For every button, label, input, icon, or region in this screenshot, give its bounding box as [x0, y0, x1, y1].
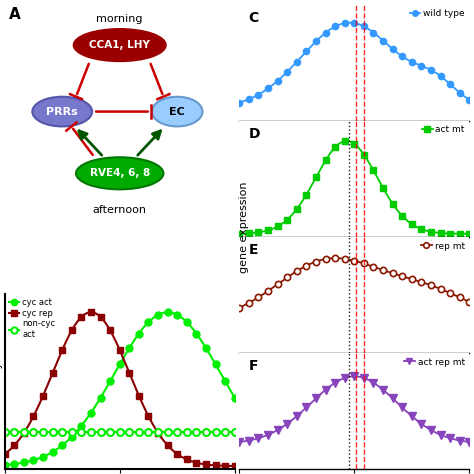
- Text: EC: EC: [169, 107, 185, 117]
- Legend: rep mt: rep mt: [421, 242, 465, 251]
- Ellipse shape: [32, 97, 92, 127]
- Ellipse shape: [74, 29, 166, 61]
- Legend: wild type: wild type: [410, 9, 465, 18]
- Legend: cyc act, cyc rep, non-cyc
act: cyc act, cyc rep, non-cyc act: [9, 298, 55, 339]
- Text: gene expression: gene expression: [239, 182, 249, 273]
- Text: C: C: [248, 10, 259, 25]
- Text: morning: morning: [97, 14, 143, 24]
- Text: F: F: [248, 359, 258, 373]
- Text: PRRs: PRRs: [46, 107, 78, 117]
- Text: E: E: [248, 243, 258, 257]
- Y-axis label: activity: activity: [0, 361, 2, 402]
- Text: afternoon: afternoon: [93, 205, 147, 215]
- Legend: act rep mt: act rep mt: [404, 358, 465, 367]
- Text: CCA1, LHY: CCA1, LHY: [89, 40, 150, 50]
- Ellipse shape: [152, 97, 202, 127]
- Text: A: A: [9, 7, 21, 22]
- Ellipse shape: [76, 157, 164, 189]
- Text: RVE4, 6, 8: RVE4, 6, 8: [90, 168, 150, 178]
- Legend: act mt: act mt: [422, 126, 465, 135]
- Text: D: D: [248, 127, 260, 141]
